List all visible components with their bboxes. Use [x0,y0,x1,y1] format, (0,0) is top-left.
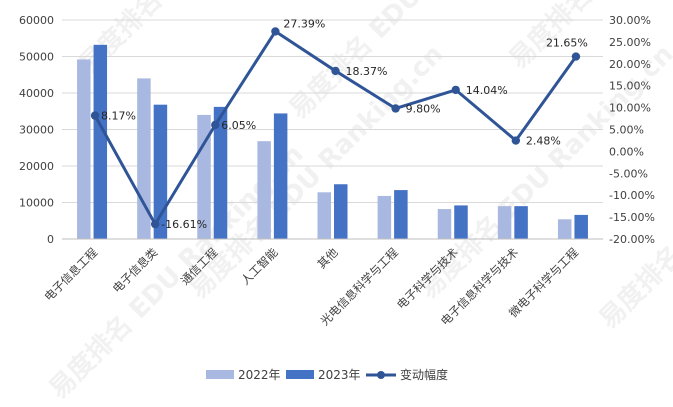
bar-2023 [93,44,108,239]
bar-2022 [317,192,331,239]
legend-label: 2022年 [238,368,281,382]
change-point [271,27,280,36]
bar-2022 [77,59,91,239]
legend-label: 变动幅度 [400,367,448,382]
y-right-tick-label: 10.00% [609,102,651,115]
y-right-tick-label: 0.00% [609,145,644,158]
y-left-tick-label: 10000 [19,197,54,210]
y-left-tick-label: 40000 [19,87,54,100]
y-right-tick-label: 20.00% [609,58,651,71]
change-data-label: 2.48% [526,135,561,148]
change-point [391,104,400,113]
change-data-label: 9.80% [406,102,441,115]
legend-swatch-change-marker [377,371,385,379]
change-data-label: 18.37% [346,65,388,78]
y-left-tick-label: 50000 [19,51,54,64]
change-data-label: 8.17% [101,110,136,123]
change-data-label: 6.05% [221,119,256,132]
bar-2022 [197,114,211,239]
legend: 2022年 2023年 变动幅度 [206,367,448,382]
y-left-tick-label: 60000 [19,14,54,27]
change-data-label: 21.65% [546,37,588,50]
y-right-tick-label: 30.00% [609,14,651,27]
change-point [571,52,581,61]
change-point [150,219,160,229]
y-right-tick-label: -15.00% [609,211,655,224]
y-right-tick-label: 25.00% [609,36,651,49]
y-right-tick-label: -10.00% [609,189,655,202]
bar-2023 [273,113,288,239]
gridlines [62,19,603,203]
bars [77,44,588,240]
bar-2023 [454,205,468,239]
change-point [451,85,460,95]
change-line [90,27,581,229]
change-data-label: 27.39% [283,17,325,30]
y-right-tick-label: 15.00% [609,80,651,93]
change-point [511,136,521,145]
y-right-tick-label: -5.00% [609,167,648,180]
change-data-label: -16.61% [161,218,207,231]
bar-2023 [153,104,168,240]
y-left-tick-label: 30000 [19,124,54,137]
change-point [331,66,340,76]
y-right-tick-label: -20.00% [609,233,655,246]
bar-2023 [514,206,528,239]
watermark-text: 易度排名 EDU Ranking.cn [73,0,339,80]
legend-label: 2023年 [318,368,361,382]
legend-swatch-2022 [206,370,234,379]
bar-2022 [497,206,512,239]
x-category-label: 其他 [314,245,341,272]
change-data-label: 14.04% [466,84,508,97]
change-point [90,111,100,120]
bar-2023 [394,190,408,239]
bar-2023 [334,184,348,239]
data-labels: 8.17% -16.61% 6.05% 27.39% 18.37% 9.80% 14.04%… [101,17,588,231]
bar-2022 [437,209,452,239]
bar-2023 [213,106,228,240]
bar-2022 [557,219,572,239]
bar-2023 [574,214,588,239]
legend-swatch-2023 [286,370,314,379]
y-left-tick-label: 20000 [19,160,54,173]
bar-2022 [257,141,271,239]
x-category-label: 电子信息工程 [41,245,100,304]
y-left-tick-label: 0 [47,233,54,246]
change-point [211,120,220,130]
y-right-tick-label: 5.00% [609,124,644,137]
bar-2022 [377,195,392,239]
